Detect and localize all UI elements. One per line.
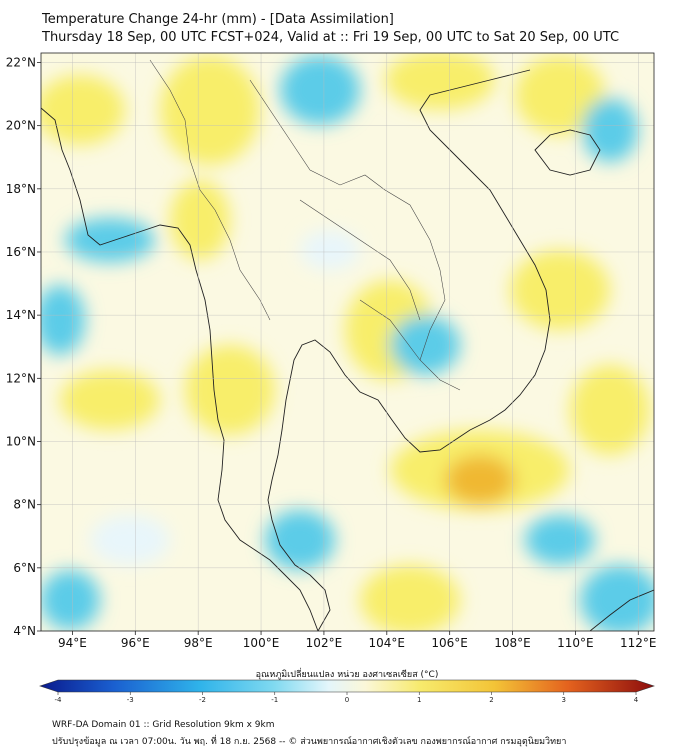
lat-label: 12°N — [6, 371, 36, 385]
lat-label: 20°N — [6, 119, 36, 133]
colorbar-tick-label: -3 — [127, 696, 134, 704]
footer-model-info: WRF-DA Domain 01 :: Grid Resolution 9km … — [52, 720, 275, 730]
lat-label: 4°N — [13, 624, 36, 638]
lon-label: 108°E — [494, 636, 531, 650]
lon-label: 110°E — [557, 636, 594, 650]
coastline-gulf-of-thailand — [267, 69, 551, 631]
lat-label: 8°N — [13, 498, 36, 512]
lon-label: 112°E — [620, 636, 657, 650]
lon-label: 94°E — [58, 636, 87, 650]
lat-label: 16°N — [6, 245, 36, 259]
lat-label: 10°N — [6, 434, 36, 448]
graticule — [41, 53, 654, 632]
lat-label: 22°N — [6, 55, 36, 69]
coastline-borneo — [589, 589, 654, 631]
colorbar-ramp — [39, 679, 655, 693]
map-subtitle: Thursday 18 Sep, 00 UTC FCST+024, Valid … — [42, 30, 620, 45]
lon-label: 104°E — [369, 636, 406, 650]
colorbar-label: อุณหภูมิเปลี่ยนแปลง หน่วย องศาเซลเซียส (… — [255, 670, 439, 680]
lon-label: 98°E — [184, 636, 213, 650]
lon-label: 102°E — [306, 636, 343, 650]
colorbar-tick-label: -4 — [55, 696, 63, 704]
colorbar-tick-label: 0 — [345, 696, 349, 704]
country-borders — [149, 59, 461, 391]
latitude-labels: 22°N 20°N 18°N 16°N 14°N 12°N 10°N 8°N 6°N 4°N — [6, 55, 41, 638]
lat-label: 18°N — [6, 182, 36, 196]
colorbar-ticks: -4 -3 -2 -1 0 1 2 3 4 — [55, 692, 639, 704]
colorbar-tick-label: 3 — [562, 696, 566, 704]
lon-label: 106°E — [431, 636, 468, 650]
lat-label: 6°N — [13, 561, 36, 575]
colorbar-tick-label: 1 — [417, 696, 421, 704]
temperature-change-field — [41, 53, 654, 631]
colorbar-tick-label: 4 — [634, 696, 639, 704]
colorbar-tick-label: -2 — [199, 696, 206, 704]
longitude-labels: 94°E 96°E 98°E 100°E 102°E 104°E 106°E 108°E 110… — [58, 631, 657, 650]
map-title: Temperature Change 24-hr (mm) - [Data As… — [42, 12, 394, 27]
lon-label: 96°E — [121, 636, 150, 650]
colorbar: -4 -3 -2 -1 0 1 2 3 4 — [39, 679, 655, 704]
footer-update-info: ปรับปรุงข้อมูล ณ เวลา 07:00น. วัน พฤ. ที… — [52, 737, 567, 747]
colorbar-tick-label: -1 — [271, 696, 278, 704]
lat-label: 14°N — [6, 308, 36, 322]
colorbar-tick-label: 2 — [489, 696, 493, 704]
lon-label: 100°E — [243, 636, 280, 650]
map-frame — [40, 52, 655, 632]
coastline-hainan — [534, 129, 601, 176]
